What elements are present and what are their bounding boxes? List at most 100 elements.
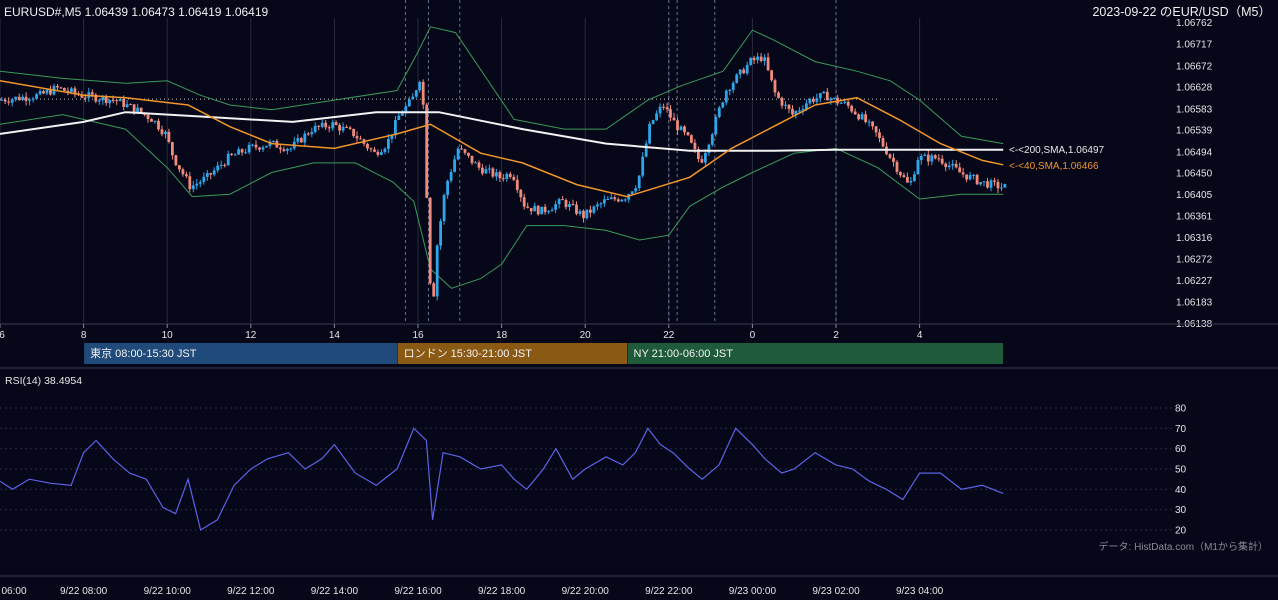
hour-tick-label: 0 — [750, 330, 756, 341]
candle-body — [104, 96, 108, 104]
candle-body — [745, 64, 749, 74]
time-tick-label: 9/22 08:00 — [60, 586, 108, 597]
rsi-tick-label: 50 — [1175, 465, 1187, 476]
candle-body — [731, 82, 735, 90]
candle-body — [582, 210, 585, 219]
candle-body — [818, 93, 822, 99]
candle-body — [669, 109, 672, 118]
candle-body — [456, 148, 460, 160]
candle-body — [341, 126, 345, 131]
candle-body — [470, 155, 474, 164]
candle-body — [648, 123, 651, 144]
price-tick-label: 1.06183 — [1176, 297, 1213, 308]
candle-body — [286, 148, 289, 151]
candle-body — [609, 197, 613, 199]
candle-body — [1003, 183, 1007, 188]
time-tick-label: 9/22 22:00 — [645, 586, 693, 597]
candle-body — [658, 106, 662, 114]
candle-body — [188, 176, 192, 190]
candle-body — [822, 91, 826, 94]
candle-body — [630, 191, 634, 194]
candle-body — [181, 169, 185, 175]
candle-body — [585, 209, 589, 219]
rsi-line — [0, 427, 1004, 531]
price-tick-label: 1.06628 — [1176, 83, 1213, 94]
candle-body — [599, 203, 603, 205]
time-tick-label: 9/22 10:00 — [144, 586, 192, 597]
candle-body — [808, 98, 812, 104]
candle-body — [97, 100, 101, 102]
candle-body — [637, 175, 641, 189]
candle-body — [219, 164, 223, 166]
candle-body — [198, 182, 202, 184]
time-axis: 06:00 9/22 08:00 9/22 10:00 9/22 12:00 9/22 … — [1, 586, 943, 597]
chart-title: 2023-09-22 のEUR/USD（M5） — [1092, 5, 1271, 19]
candle-body — [481, 167, 484, 174]
rsi-tick-label: 20 — [1175, 526, 1187, 537]
candle-body — [209, 173, 213, 175]
time-tick-label: 9/22 14:00 — [311, 586, 359, 597]
candle-body — [205, 173, 209, 177]
session-block — [627, 343, 1003, 364]
candle-body — [603, 199, 606, 204]
candle-body — [749, 57, 753, 65]
candle-body — [714, 117, 718, 135]
candle-body — [662, 106, 665, 108]
hour-tick-label: 12 — [245, 330, 257, 341]
candle-body — [777, 92, 780, 98]
candle-body — [299, 138, 303, 143]
candle-body — [986, 181, 989, 188]
candle-body — [334, 122, 338, 125]
candle-body — [160, 129, 164, 135]
candle-body — [380, 152, 383, 155]
candle-body — [352, 128, 355, 137]
session-bar: 東京 08:00-15:30 JST ロンドン 15:30-21:00 JST NY… — [84, 343, 1003, 364]
candle-body — [895, 161, 899, 172]
candle-body — [850, 105, 854, 112]
candle-body — [982, 181, 986, 183]
candle-body — [488, 168, 491, 170]
candle-body — [463, 149, 467, 153]
candle-body — [906, 177, 909, 183]
candle-body — [355, 136, 359, 139]
candle-body — [540, 206, 544, 215]
time-tick-label: 9/22 12:00 — [227, 586, 275, 597]
candle-body — [83, 97, 87, 99]
candle-body — [996, 181, 1000, 189]
candle-body — [867, 121, 871, 123]
bollinger-lower-band — [0, 114, 1004, 289]
time-tick-label: 9/23 04:00 — [896, 586, 944, 597]
candle-body — [90, 92, 94, 95]
candle-body — [798, 110, 801, 112]
candle-body — [390, 135, 394, 139]
candle-body — [425, 104, 429, 198]
candle-body — [49, 89, 52, 95]
candle-body — [526, 206, 530, 208]
candle-body — [202, 176, 206, 182]
candle-body — [919, 156, 923, 161]
candle-body — [717, 107, 721, 117]
candle-body — [331, 122, 335, 129]
candle-body — [80, 94, 84, 98]
candle-body — [14, 96, 18, 100]
candle-body — [460, 148, 463, 150]
candle-body — [940, 158, 944, 164]
candle-body — [35, 94, 38, 99]
time-tick-label: 06:00 — [1, 586, 26, 597]
session-marker-lines — [0, 0, 921, 323]
candle-body — [707, 144, 711, 153]
candle-body — [825, 91, 829, 101]
candle-body — [320, 122, 324, 127]
session-block — [397, 343, 627, 364]
candle-body — [108, 99, 112, 104]
candle-body — [233, 154, 237, 156]
candle-body — [878, 132, 881, 138]
candle-body — [773, 80, 777, 93]
candle-body — [446, 180, 449, 196]
candle-body — [279, 147, 282, 150]
candle-body — [383, 148, 387, 153]
hour-axis: 6 8 10 12 14 16 18 20 22 0 2 4 — [0, 324, 923, 341]
candle-body — [432, 283, 436, 297]
price-tick-label: 1.06717 — [1176, 40, 1213, 51]
candle-body — [930, 155, 934, 162]
